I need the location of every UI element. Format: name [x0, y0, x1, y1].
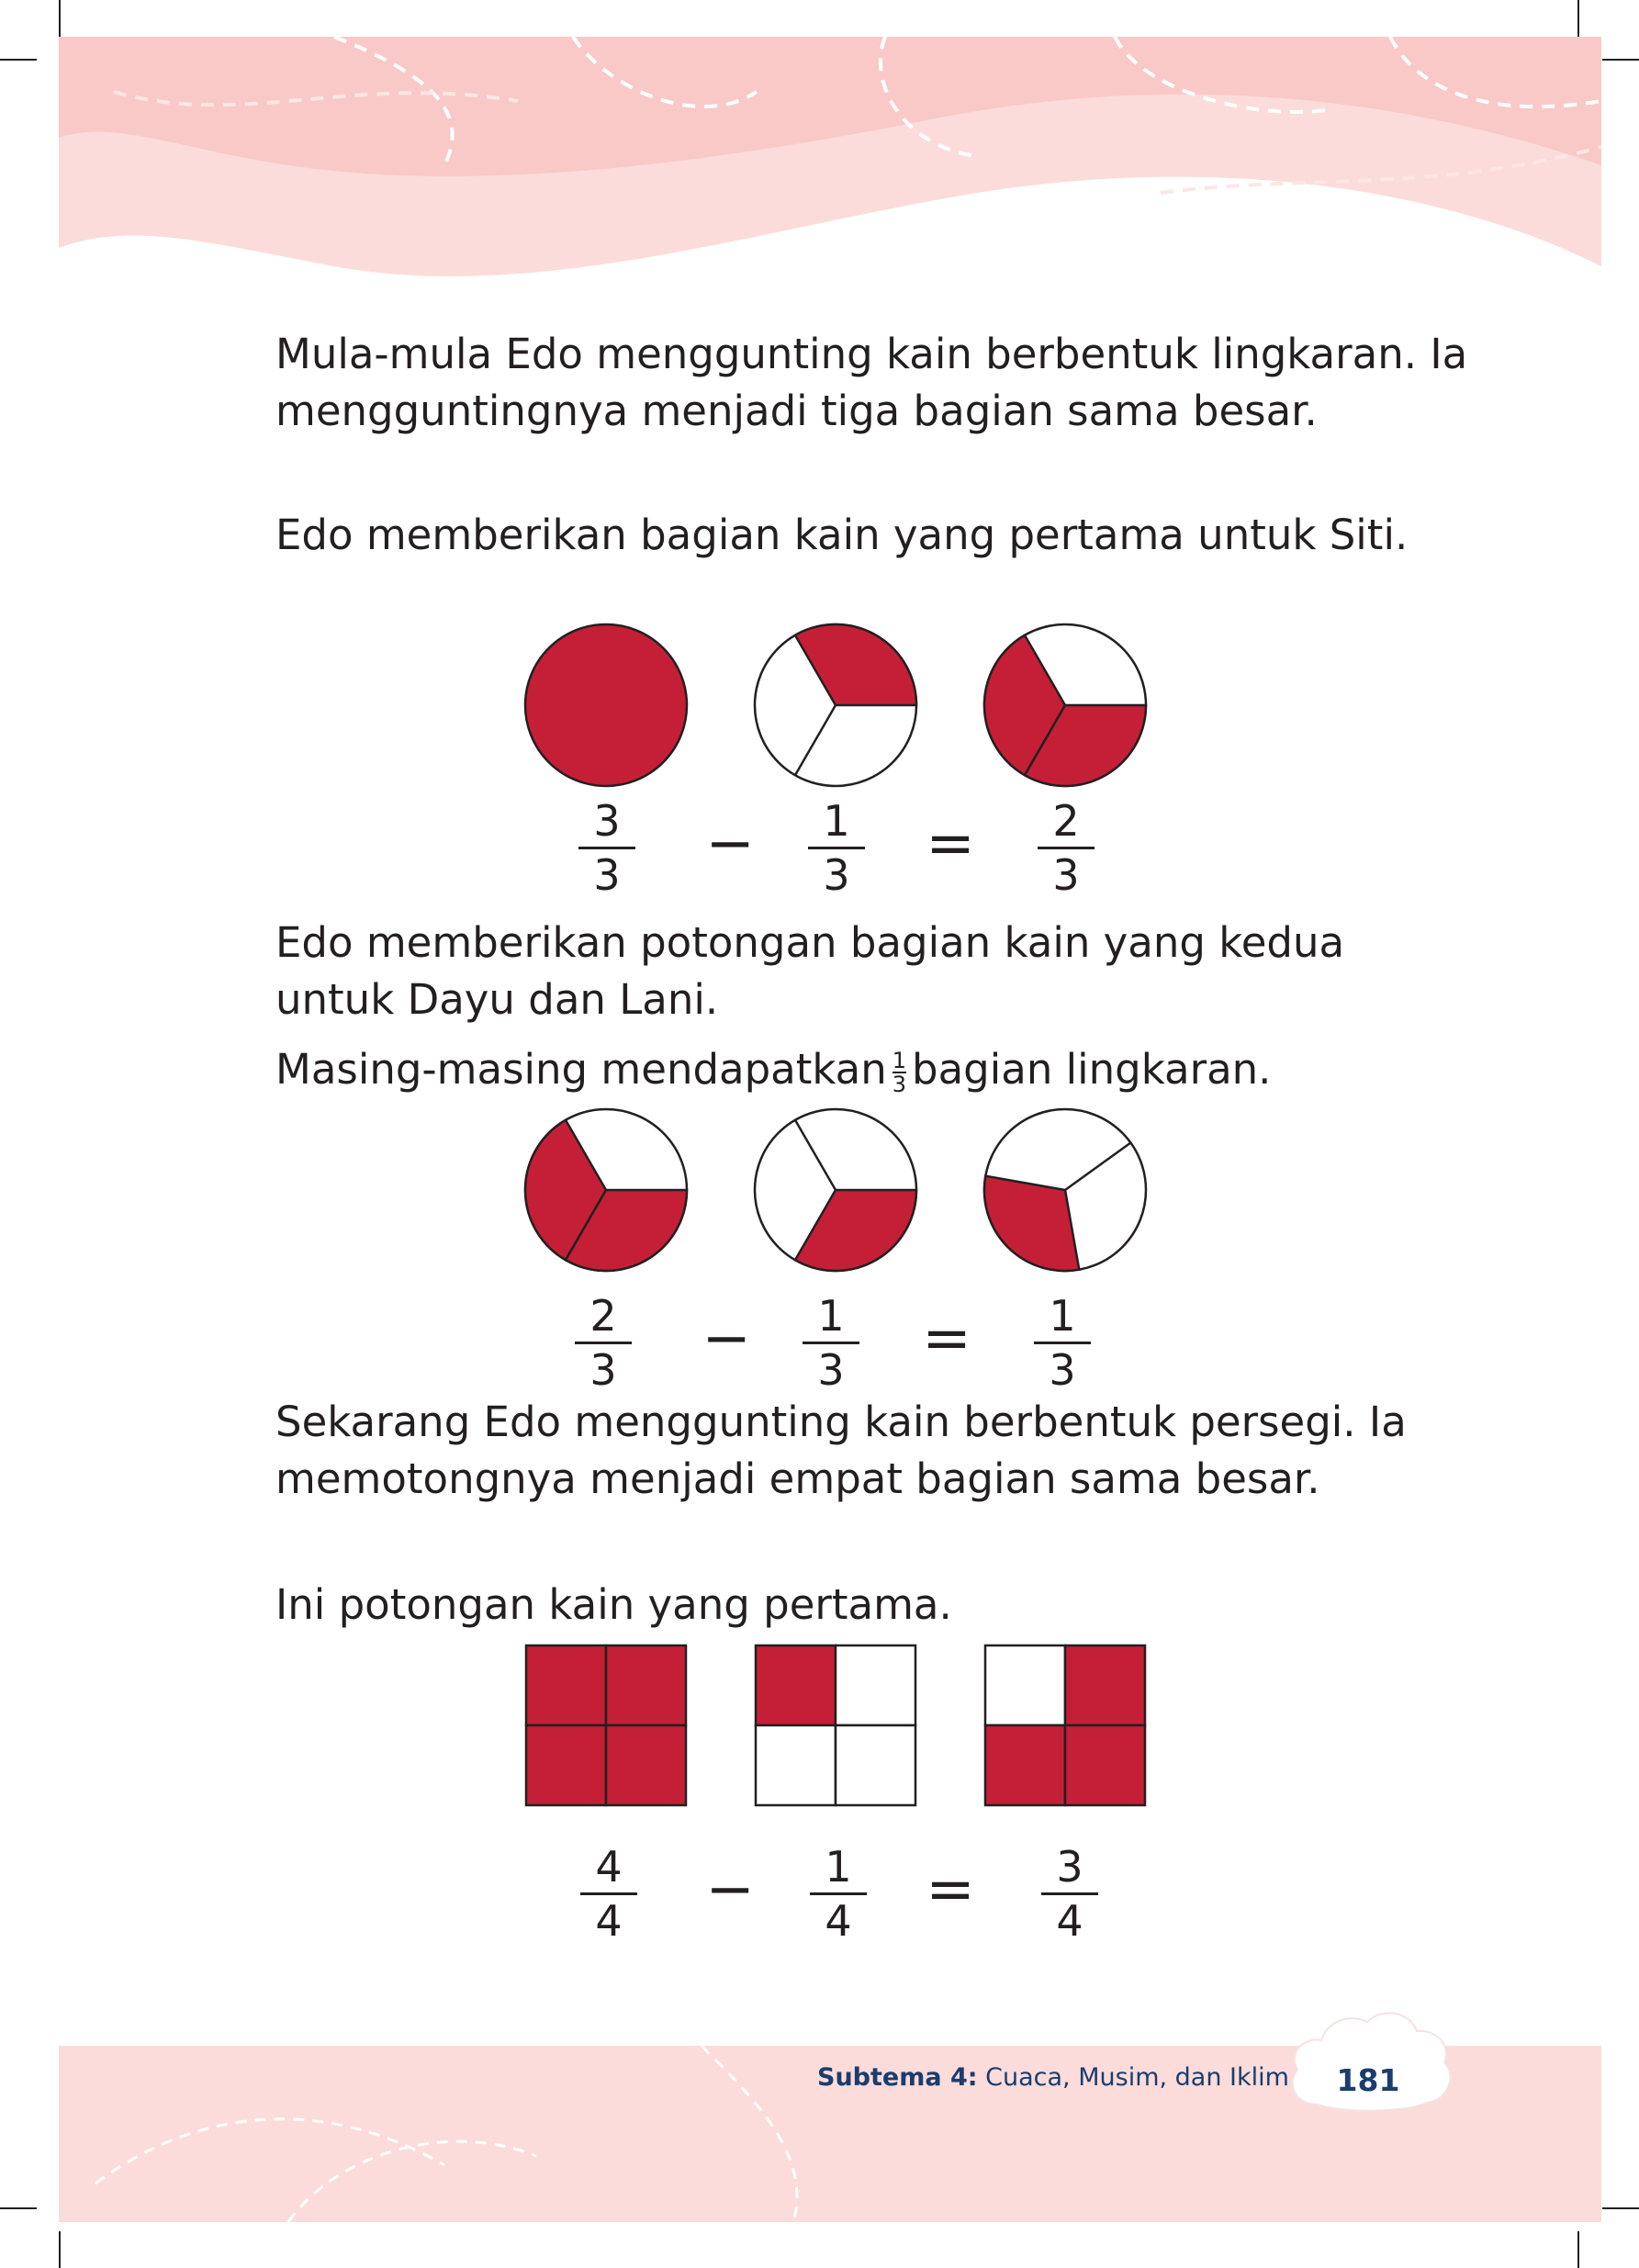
paragraph-intro: Mula-mula Edo menggunting kain berbentuk… — [275, 330, 1468, 435]
square-one-quarter — [754, 1644, 917, 1807]
crop-mark — [1602, 2207, 1639, 2209]
header-band — [59, 37, 1601, 303]
crop-mark — [1577, 0, 1579, 37]
crop-mark — [1602, 59, 1639, 61]
footer-subtheme: Subtema 4: Cuaca, Musim, dan Iklim — [817, 2063, 1289, 2092]
footer-subtheme-label: Subtema 4: — [817, 2063, 978, 2092]
paragraph-siti: Edo memberikan bagian kain yang pertama … — [275, 511, 1409, 559]
crop-mark — [59, 2231, 61, 2268]
square-four-quarters — [524, 1644, 688, 1807]
equals-sign: = — [926, 810, 975, 878]
crop-mark — [1577, 2231, 1579, 2268]
paragraph-dayu-lani: Edo memberikan potongan bagian kain yang… — [275, 918, 1345, 1024]
crop-mark — [0, 59, 37, 61]
equals-sign: = — [926, 1856, 975, 1924]
circle-one-third — [982, 1107, 1148, 1273]
footer-subtheme-title: Cuaca, Musim, dan Iklim — [985, 2063, 1289, 2092]
minus-sign: − — [705, 810, 755, 878]
circle-one-third — [753, 623, 918, 788]
masing-text-after: bagian lingkaran. — [912, 1045, 1272, 1094]
minus-sign: − — [705, 1856, 755, 1924]
circle-row-1 — [523, 623, 1148, 788]
footer-decoration — [95, 2046, 799, 2222]
page-number: 181 — [1336, 2062, 1400, 2098]
equals-sign: = — [922, 1305, 971, 1373]
minus-sign: − — [702, 1305, 751, 1373]
crop-mark — [59, 0, 61, 37]
circle-two-thirds — [982, 623, 1148, 788]
circle-one-third — [753, 1107, 918, 1273]
crop-mark — [0, 2207, 37, 2209]
circle-row-2 — [523, 1107, 1148, 1273]
square-row — [524, 1644, 1147, 1807]
circle-three-thirds — [523, 623, 689, 788]
square-three-quarters — [983, 1644, 1147, 1807]
cloud-badge — [1291, 2012, 1452, 2112]
paragraph-masing: Masing-masing mendapatkan 1 3 bagian lingka… — [275, 1041, 1469, 1098]
paragraph-persegi: Sekarang Edo menggunting kain berbentuk … — [275, 1398, 1407, 1503]
paragraph-potongan-pertama: Ini potongan kain yang pertama. — [275, 1580, 952, 1629]
masing-text-before: Masing-masing mendapatkan — [275, 1045, 887, 1094]
circle-two-thirds — [523, 1107, 689, 1273]
